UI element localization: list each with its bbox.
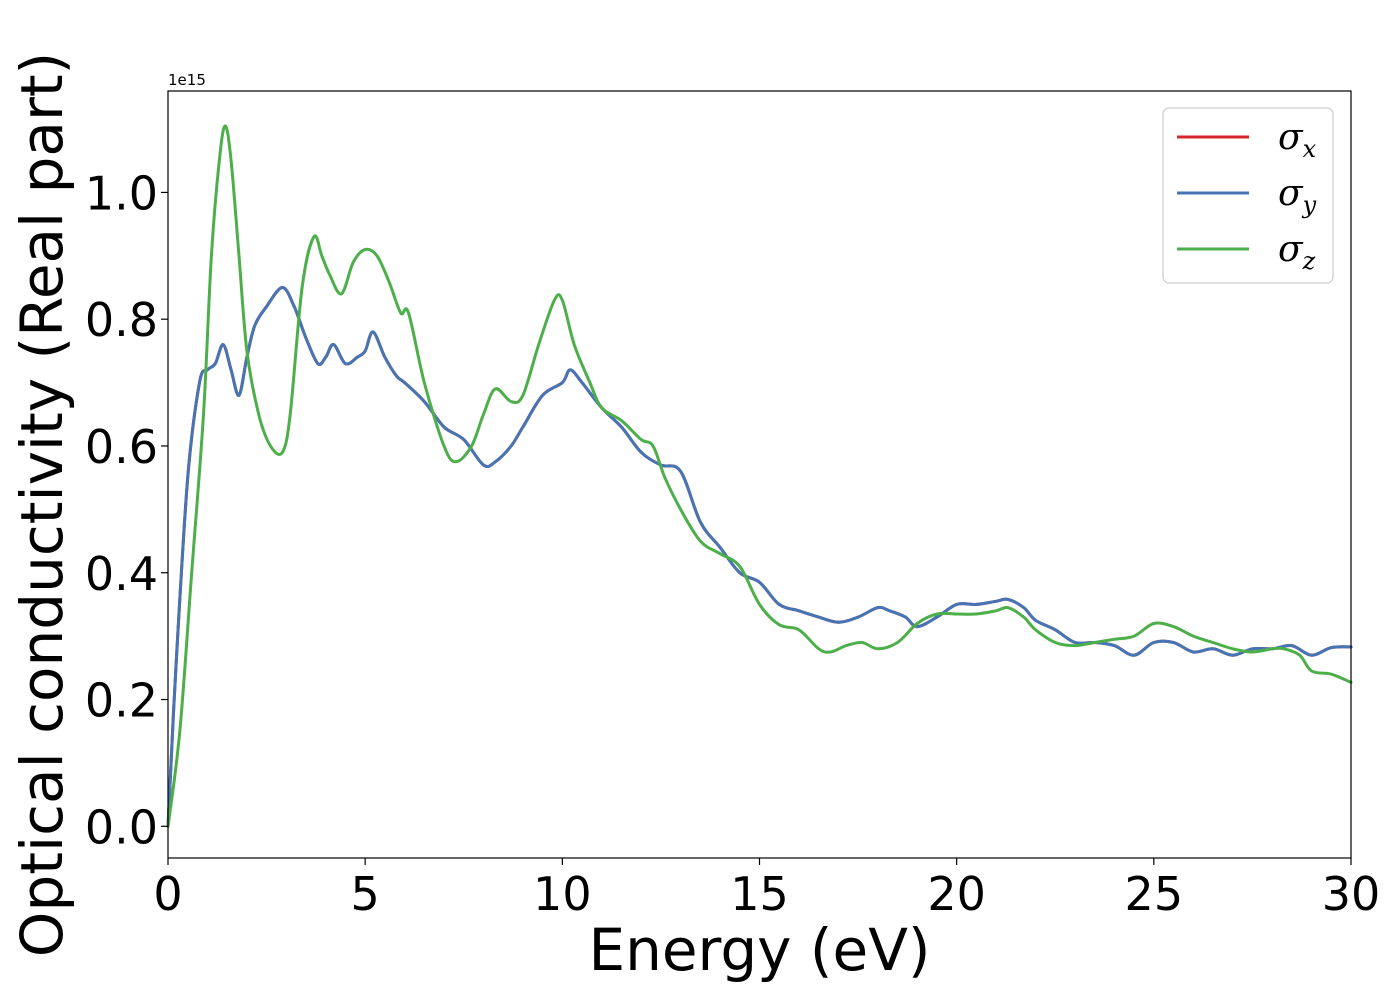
y-tick-label: 0.8 <box>85 293 158 347</box>
series-line-z <box>166 124 1353 828</box>
y-tick-label: 1.0 <box>85 166 158 220</box>
legend-label-z: σz <box>1278 229 1316 275</box>
x-axis-title: Energy (eV) <box>588 916 930 984</box>
y-axis-offset-label: 1e15 <box>168 71 206 89</box>
y-tick-label: 0.2 <box>85 674 158 728</box>
legend: σx σy σz <box>1162 107 1334 284</box>
y-axis-title: Optical conductivity (Real part) <box>8 52 76 957</box>
y-axis-ticks: 0.0 0.2 0.4 0.6 0.8 1.0 <box>85 166 168 854</box>
legend-label-x: σx <box>1278 117 1317 163</box>
x-tick-label: 25 <box>1125 867 1184 921</box>
x-tick-label: 10 <box>533 867 592 921</box>
x-tick-label: 15 <box>730 867 789 921</box>
series-layer <box>166 124 1353 828</box>
legend-box <box>1162 107 1334 284</box>
x-tick-label: 5 <box>351 867 380 921</box>
x-axis-ticks: 0 5 10 15 20 25 30 <box>153 858 1380 921</box>
x-tick-label: 0 <box>153 867 182 921</box>
y-tick-label: 0.0 <box>85 800 158 854</box>
x-tick-label: 30 <box>1322 867 1381 921</box>
y-tick-label: 0.4 <box>85 547 158 601</box>
legend-label-y: σy <box>1278 173 1317 219</box>
y-tick-label: 0.6 <box>85 420 158 474</box>
x-tick-label: 20 <box>927 867 986 921</box>
